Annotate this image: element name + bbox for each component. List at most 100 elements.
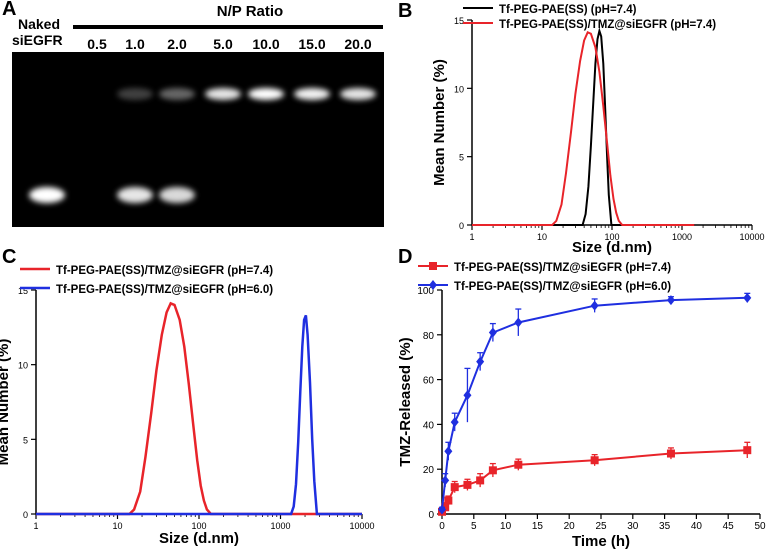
chart-d-series-1-line [441, 296, 748, 510]
chart-d-x-tick-label-5: 25 [595, 521, 607, 532]
np-ratio-bar [73, 25, 383, 29]
chart-d-series-0-point-10 [743, 446, 752, 455]
chart-b-series-0-line [472, 27, 695, 226]
chart-b-x-tick-label-1: 10 [537, 232, 547, 242]
chart-d-y-tick-label-5: 100 [417, 286, 434, 297]
chart-d-series-1-point-8 [590, 300, 599, 311]
chart-d-x-tick-label-3: 15 [532, 521, 544, 532]
chart-c-series-0-line [36, 301, 362, 516]
chart-d-series-1-point-6 [488, 327, 497, 338]
chart-d-legend-label-0: Tf-PEG-PAE(SS)/TMZ@siEGFR (pH=7.4) [454, 262, 671, 274]
chart-c-x-tick-label-0: 1 [33, 521, 38, 531]
gel-band-retained-lane-3 [159, 88, 195, 100]
chart-d-x-tick-label-0: 0 [439, 521, 445, 532]
chart-c-x-tick-label-4: 10000 [349, 521, 374, 531]
chart-d-x-tick-label-9: 45 [723, 521, 735, 532]
chart-c-y-tick-label-3: 15 [18, 286, 28, 296]
chart-d-x-tick-label-8: 40 [691, 521, 703, 532]
naked-label-line2: siEGFR [12, 32, 63, 48]
chart-c-x-tick-label-3: 1000 [270, 521, 290, 531]
chart-d-series-0-point-5 [476, 476, 485, 485]
chart-d-y-tick-label-1: 20 [423, 465, 435, 476]
chart-d-series-1-point-5 [476, 356, 485, 367]
gel-image [12, 52, 384, 227]
chart-c-legend-label-0: Tf-PEG-PAE(SS)/TMZ@siEGFR (pH=7.4) [56, 265, 273, 277]
chart-d-y-tick-label-4: 80 [423, 331, 435, 342]
chart-d-series-0-point-3 [450, 483, 459, 492]
gel-band-retained-lane-6 [294, 88, 330, 100]
panel-b-letter: B [398, 0, 413, 22]
naked-label-line1: Naked [18, 16, 61, 32]
gel-band-retained-lane-2 [117, 88, 153, 100]
chart-d-series-1-point-4 [463, 390, 472, 401]
chart-c-y-axis-label: Mean Number (%) [0, 339, 12, 466]
chart-b-x-tick-label-3: 1000 [672, 232, 692, 242]
lane-label-2.0: 2.0 [167, 36, 187, 52]
chart-d-series-0-point-7 [514, 460, 523, 469]
chart-b-x-tick-label-2: 100 [604, 232, 619, 242]
chart-d-x-axis-label: Time (h) [572, 533, 630, 550]
chart-b-y-tick-label-3: 15 [454, 16, 464, 26]
panel-c-letter: C [2, 246, 17, 268]
chart-c-legend-label-1: Tf-PEG-PAE(SS)/TMZ@siEGFR (pH=6.0) [56, 284, 273, 296]
chart-b-x-tick-label-4: 10000 [739, 232, 764, 242]
chart-b-y-tick-label-0: 0 [459, 221, 464, 231]
chart-d-x-tick-label-1: 5 [471, 521, 477, 532]
chart-d-series-1-point-10 [743, 292, 752, 303]
chart-b-y-axis-label: Mean Number (%) [431, 59, 448, 186]
chart-d-legend-marker-0 [429, 262, 437, 270]
chart-d-series-0-point-9 [666, 449, 675, 458]
chart-b-legend-label-0: Tf-PEG-PAE(SS) (pH=7.4) [499, 4, 637, 16]
panel-a-letter: A [2, 0, 17, 20]
lane-label-1.0: 1.0 [125, 36, 145, 52]
gel-band-retained-lane-5 [248, 88, 284, 100]
lane-label-15.0: 15.0 [298, 36, 326, 52]
chart-b-x-tick-label-0: 1 [469, 232, 474, 242]
chart-d-series-0-point-6 [488, 466, 497, 475]
chart-d-x-tick-label-2: 10 [500, 521, 512, 532]
chart-d-x-tick-label-10: 50 [754, 521, 766, 532]
chart-d-series-1-point-1 [441, 475, 450, 486]
chart-d-y-axis-label: TMZ-Released (%) [397, 337, 414, 466]
chart-d-series-0-point-8 [590, 456, 599, 465]
chart-b-legend-label-1: Tf-PEG-PAE(SS)/TMZ@siEGFR (pH=7.4) [499, 19, 716, 31]
chart-d-series-1-point-3 [450, 417, 459, 428]
gel-band-retained-lane-4 [205, 88, 241, 100]
chart-b-y-tick-label-2: 10 [454, 84, 464, 94]
lane-label-10.0: 10.0 [252, 36, 280, 52]
chart-c-x-tick-label-2: 100 [191, 521, 206, 531]
chart-d-x-tick-label-7: 35 [659, 521, 671, 532]
lane-label-0.5: 0.5 [87, 36, 107, 52]
chart-d-series-1-point-9 [666, 295, 675, 306]
chart-d-series-0-point-4 [463, 480, 472, 489]
chart-d-legend-label-1: Tf-PEG-PAE(SS)/TMZ@siEGFR (pH=6.0) [454, 281, 671, 293]
chart-d-y-tick-label-3: 60 [423, 376, 435, 387]
chart-d-y-tick-label-0: 0 [428, 510, 434, 521]
panel-d-letter: D [398, 246, 413, 268]
chart-d-series-1-point-2 [444, 446, 453, 457]
chart-c-y-tick-label-0: 0 [23, 510, 28, 520]
chart-d-y-tick-label-2: 40 [423, 420, 435, 431]
chart-c-y-tick-label-1: 5 [23, 435, 28, 445]
chart-c-y-tick-label-2: 10 [18, 361, 28, 371]
chart-b-y-tick-label-1: 5 [459, 153, 464, 163]
chart-b-series-1-line [472, 30, 695, 226]
lane-label-20.0: 20.0 [344, 36, 372, 52]
chart-d-series-0-point-1 [441, 503, 450, 512]
gel-band-retained-lane-7 [340, 88, 376, 100]
gel-band-free-lane-2 [117, 187, 153, 203]
chart-c-x-axis-label: Size (d.nm) [159, 530, 239, 547]
chart-d-series-0-point-2 [444, 496, 453, 505]
chart-d-series-1-point-7 [514, 317, 523, 328]
chart-c-x-tick-label-1: 10 [112, 521, 122, 531]
chart-c-series-1-line [36, 314, 362, 516]
lane-label-5.0: 5.0 [213, 36, 233, 52]
np-ratio-header: N/P Ratio [216, 3, 284, 20]
chart-d-x-tick-label-4: 20 [564, 521, 576, 532]
chart-d-legend-marker-1 [429, 280, 437, 290]
chart-d-x-tick-label-6: 30 [627, 521, 639, 532]
gel-band-free-lane-3 [159, 187, 195, 203]
chart-b-x-axis-label: Size (d.nm) [572, 239, 652, 256]
chart-d-series-1-point-0 [438, 504, 446, 515]
